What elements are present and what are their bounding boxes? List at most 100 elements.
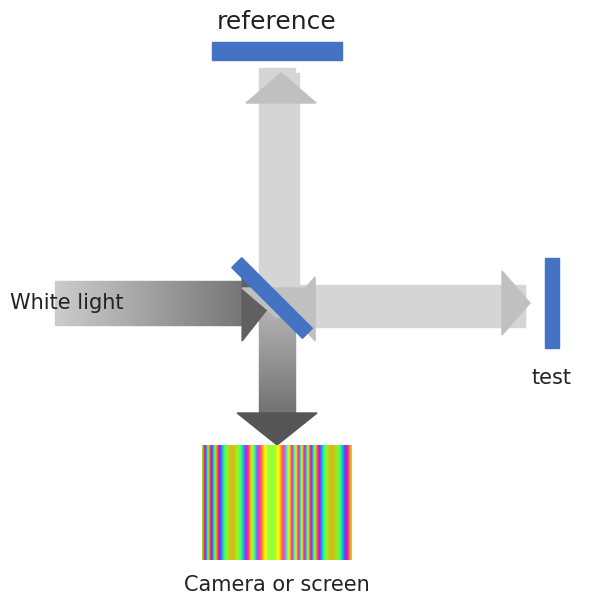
Polygon shape xyxy=(208,281,210,325)
Polygon shape xyxy=(242,288,312,318)
Polygon shape xyxy=(259,349,295,351)
Text: test: test xyxy=(532,368,572,388)
Polygon shape xyxy=(259,348,295,349)
Polygon shape xyxy=(259,308,295,310)
Polygon shape xyxy=(177,281,178,325)
Polygon shape xyxy=(259,381,295,383)
Polygon shape xyxy=(259,385,295,387)
Polygon shape xyxy=(259,356,295,358)
Polygon shape xyxy=(259,341,295,342)
Polygon shape xyxy=(259,375,295,376)
Polygon shape xyxy=(232,258,312,338)
Polygon shape xyxy=(259,358,295,359)
Polygon shape xyxy=(118,281,121,325)
Polygon shape xyxy=(259,307,295,308)
Polygon shape xyxy=(259,335,295,336)
Polygon shape xyxy=(60,281,62,325)
Polygon shape xyxy=(167,281,169,325)
Polygon shape xyxy=(121,281,123,325)
Polygon shape xyxy=(169,281,172,325)
Polygon shape xyxy=(116,281,118,325)
Polygon shape xyxy=(259,321,295,322)
Polygon shape xyxy=(247,281,249,325)
Polygon shape xyxy=(259,342,295,344)
Polygon shape xyxy=(77,281,79,325)
Polygon shape xyxy=(193,281,195,325)
Polygon shape xyxy=(155,281,157,325)
Polygon shape xyxy=(259,376,295,377)
Polygon shape xyxy=(259,351,295,352)
Polygon shape xyxy=(287,291,525,327)
Polygon shape xyxy=(57,281,60,325)
Polygon shape xyxy=(259,316,295,317)
Polygon shape xyxy=(259,408,295,410)
Polygon shape xyxy=(138,281,140,325)
Polygon shape xyxy=(140,281,143,325)
Polygon shape xyxy=(259,370,295,371)
Polygon shape xyxy=(217,281,220,325)
Polygon shape xyxy=(106,281,108,325)
Polygon shape xyxy=(259,313,295,314)
Polygon shape xyxy=(69,281,72,325)
Polygon shape xyxy=(259,399,295,401)
Polygon shape xyxy=(239,281,242,325)
Bar xyxy=(212,42,342,60)
Polygon shape xyxy=(128,281,130,325)
Polygon shape xyxy=(237,413,317,445)
Polygon shape xyxy=(89,281,91,325)
Polygon shape xyxy=(84,281,86,325)
Polygon shape xyxy=(259,373,295,375)
Polygon shape xyxy=(259,387,295,388)
Polygon shape xyxy=(259,398,295,399)
Polygon shape xyxy=(259,411,295,412)
Text: Camera or screen: Camera or screen xyxy=(184,575,370,595)
Polygon shape xyxy=(232,281,234,325)
Polygon shape xyxy=(259,395,295,397)
Polygon shape xyxy=(259,318,295,320)
Polygon shape xyxy=(259,394,295,395)
Polygon shape xyxy=(147,281,150,325)
Polygon shape xyxy=(502,271,530,335)
Polygon shape xyxy=(259,347,295,348)
Polygon shape xyxy=(157,281,160,325)
Polygon shape xyxy=(259,306,295,307)
Polygon shape xyxy=(259,345,295,347)
Polygon shape xyxy=(145,281,147,325)
Polygon shape xyxy=(188,281,191,325)
Polygon shape xyxy=(259,401,295,402)
Polygon shape xyxy=(259,333,295,334)
Polygon shape xyxy=(225,281,227,325)
Polygon shape xyxy=(259,393,295,394)
Polygon shape xyxy=(111,281,113,325)
Polygon shape xyxy=(198,281,200,325)
Polygon shape xyxy=(133,281,135,325)
Polygon shape xyxy=(259,361,295,362)
Polygon shape xyxy=(164,281,167,325)
Polygon shape xyxy=(259,397,295,398)
Polygon shape xyxy=(259,404,295,405)
Polygon shape xyxy=(82,281,84,325)
Polygon shape xyxy=(160,281,162,325)
Polygon shape xyxy=(94,281,96,325)
Polygon shape xyxy=(230,281,232,325)
Polygon shape xyxy=(174,281,177,325)
Polygon shape xyxy=(259,414,295,415)
Polygon shape xyxy=(259,366,295,367)
Polygon shape xyxy=(55,281,57,325)
Polygon shape xyxy=(150,281,152,325)
Polygon shape xyxy=(244,281,247,325)
Polygon shape xyxy=(186,281,188,325)
Polygon shape xyxy=(96,281,99,325)
Polygon shape xyxy=(200,281,203,325)
Polygon shape xyxy=(259,377,295,379)
Polygon shape xyxy=(259,380,295,381)
Polygon shape xyxy=(108,281,111,325)
Polygon shape xyxy=(259,367,295,369)
Polygon shape xyxy=(234,281,237,325)
Polygon shape xyxy=(203,281,205,325)
Polygon shape xyxy=(259,320,295,321)
Polygon shape xyxy=(259,363,295,365)
Polygon shape xyxy=(104,281,106,325)
Bar xyxy=(545,258,559,348)
Polygon shape xyxy=(215,281,217,325)
